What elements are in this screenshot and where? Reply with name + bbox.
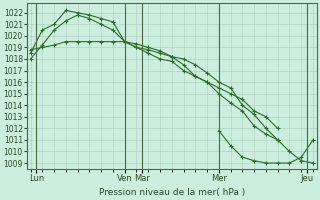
X-axis label: Pression niveau de la mer( hPa ): Pression niveau de la mer( hPa ) [99,188,245,197]
